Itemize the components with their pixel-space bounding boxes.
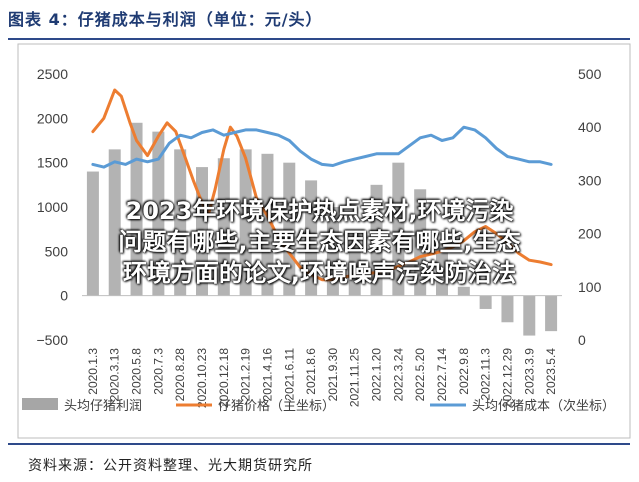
x-tick-label-21: 2023.5.4: [544, 348, 558, 395]
overlay-banner: 2023年环境保护热点素材,环境污染 问题有哪些,主要生态因素有哪些,生态 环境…: [0, 196, 639, 289]
right-tick-label-3: 200: [578, 226, 602, 242]
profit-bar-14: [392, 162, 405, 296]
profit-bar-12: [348, 233, 361, 296]
top-divider: [8, 38, 630, 40]
x-tick-label-1: 2020.3.13: [108, 348, 122, 402]
legend-label-price: 仔猪价格（主坐标）: [218, 398, 335, 414]
left-tick-label-6: −500: [36, 332, 68, 348]
x-tick-label-5: 2020.10.23: [195, 348, 209, 408]
x-tick-label-14: 2022.3.24: [391, 348, 405, 402]
x-tick-label-7: 2021.2.19: [239, 348, 253, 402]
profit-bar-3: [152, 131, 165, 296]
right-tick-label-1: 400: [578, 119, 602, 135]
profit-bar-21: [545, 295, 558, 332]
source-note: 资料来源：公开资料整理、光大期货研究所: [28, 458, 313, 474]
profit-bar-7: [239, 149, 252, 296]
bottom-divider: [8, 443, 630, 445]
x-tick-label-8: 2021.4.16: [260, 348, 274, 402]
price-line: [91, 88, 553, 282]
x-tick-label-11: 2021.9.30: [326, 348, 340, 402]
x-tick-label-3: 2020.7.3: [151, 348, 165, 395]
x-tick-label-16: 2022.7.14: [435, 348, 449, 402]
profit-bar-19: [501, 295, 514, 323]
right-tick-label-5: 0: [578, 332, 586, 348]
profit-bar-20: [523, 295, 536, 336]
overlay-line-2: 问题有哪些,主要生态因素有哪些,生态: [118, 228, 521, 256]
x-tick-label-9: 2021.6.11: [282, 348, 296, 401]
profit-bar-1: [108, 149, 121, 296]
x-tick-label-10: 2021.8.6: [304, 348, 318, 395]
right-tick-label-0: 500: [578, 66, 602, 82]
profit-bar-10: [305, 180, 318, 296]
profit-bar-5: [196, 167, 208, 296]
legend-swatch-bars: [22, 398, 58, 410]
left-tick-label-0: 2500: [37, 66, 68, 82]
profit-bar-17: [457, 286, 470, 296]
profit-bar-18: [479, 295, 492, 309]
right-tick-label-4: 100: [578, 279, 602, 295]
x-tick-label-20: 2023.3.9: [522, 348, 536, 395]
x-tick-label-12: 2021.11.25: [348, 348, 362, 407]
x-tick-label-4: 2020.8.28: [173, 348, 187, 402]
x-tick-label-19: 2022.12.29: [500, 348, 514, 408]
x-tick-label-13: 2022.1.20: [370, 348, 384, 402]
left-tick-label-2: 1500: [37, 155, 68, 171]
profit-bar-2: [130, 122, 143, 296]
profit-bar-8: [261, 153, 274, 296]
x-tick-label-0: 2020.1.3: [86, 348, 100, 395]
profit-bar-4: [174, 149, 187, 296]
x-tick-label-6: 2020.12.18: [217, 348, 231, 408]
overlay-line-1: 2023年环境保护热点素材,环境污染: [125, 197, 514, 225]
right-tick-label-2: 300: [578, 172, 602, 188]
left-tick-label-3: 1000: [37, 199, 68, 215]
profit-bar-11: [326, 207, 339, 296]
chart-svg: 25002000150010005000−5005004003002001000…: [17, 43, 631, 439]
profit-bar-13: [370, 184, 383, 296]
profit-bar-0: [86, 171, 99, 296]
legend-label-cost: 头均仔猪成本（次坐标）: [472, 398, 615, 414]
plot-frame: [17, 43, 631, 439]
overlay-line-3: 环境方面的论文,环境噪声污染防治法: [122, 259, 517, 287]
legend-label-bars: 头均仔猪利润: [64, 399, 142, 414]
profit-bar-9: [283, 162, 296, 296]
left-tick-label-5: 0: [60, 288, 68, 304]
cost-line: [91, 125, 553, 169]
chart-title: 图表 4：仔猪成本与利润（单位：元/头）: [8, 10, 323, 29]
x-tick-label-15: 2022.5.20: [413, 348, 427, 402]
left-tick-label-1: 2000: [37, 110, 68, 126]
x-tick-label-2: 2020.5.8: [130, 348, 144, 395]
left-tick-label-4: 500: [45, 243, 69, 259]
x-tick-label-18: 2022.11.3: [479, 348, 493, 401]
profit-bar-16: [436, 242, 448, 296]
profit-bar-6: [217, 158, 230, 296]
profit-bar-15: [414, 189, 427, 296]
x-tick-label-17: 2022.9.8: [457, 348, 471, 395]
